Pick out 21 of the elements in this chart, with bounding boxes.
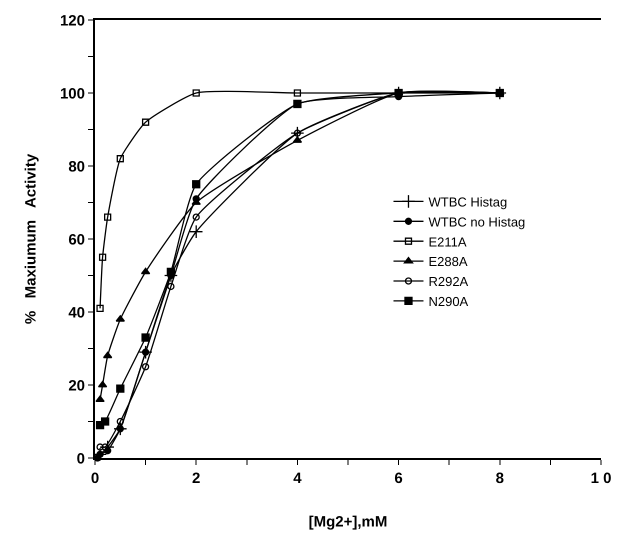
y-axis-title: % Maxiumum Activity [22,153,40,324]
y-tick-label: 120 [60,12,85,30]
y-tick-label: 60 [68,231,85,248]
y-tick-label: 40 [68,304,85,322]
legend-label: WTBC no Histag [428,214,526,230]
y-tick-label: 100 [60,85,85,102]
legend-label: E211A [428,234,467,250]
x-axis-title: [Mg2+],mM [308,514,388,530]
legend-label: E288A [428,254,468,270]
legend-label: WTBC Histag [428,194,508,210]
x-tick-label: 4 [293,470,302,487]
legend-label: N290A [428,294,469,309]
x-tick-label: 6 [394,470,403,487]
legend-label: R292A [428,274,469,290]
y-tick-label: 80 [68,158,85,176]
y-tick-label: 0 [76,450,85,468]
x-tick-label: 8 [496,470,504,487]
x-tick-label: 2 [192,470,200,487]
x-tick-label: 0 [90,470,100,487]
y-tick-label: 20 [68,377,85,394]
x-tick-label: 1 0 [590,470,612,487]
